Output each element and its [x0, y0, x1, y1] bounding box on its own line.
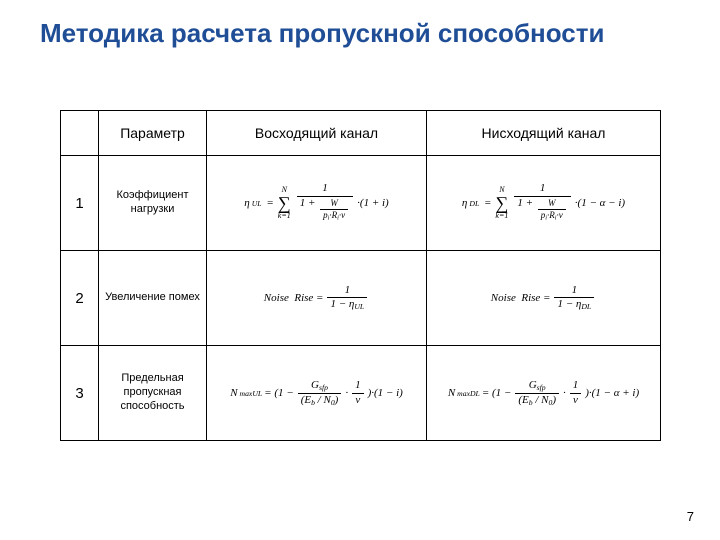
row-param: Коэффициент нагрузки: [99, 156, 207, 251]
downlink-formula: ηDL = N∑k=1 1 1 + Wpi·Ri·v ·(1 − α − i): [427, 156, 661, 251]
table-row: 3 Предельная пропускная способность Nmax…: [61, 346, 661, 441]
row-param: Увеличение помех: [99, 251, 207, 346]
header-uplink: Восходящий канал: [207, 111, 427, 156]
row-number: 1: [61, 156, 99, 251]
page-number: 7: [687, 509, 694, 524]
header-blank: [61, 111, 99, 156]
header-downlink: Нисходящий канал: [427, 111, 661, 156]
row-number: 2: [61, 251, 99, 346]
slide: Методика расчета пропускной способности …: [0, 0, 720, 540]
table: Параметр Восходящий канал Нисходящий кан…: [60, 110, 661, 441]
downlink-formula: Noise Rise = 11 − ηDL: [427, 251, 661, 346]
table-row: 1 Коэффициент нагрузки ηUL = N∑k=1 1 1 +…: [61, 156, 661, 251]
capacity-table: Параметр Восходящий канал Нисходящий кан…: [60, 110, 660, 441]
row-param: Предельная пропускная способность: [99, 346, 207, 441]
table-header-row: Параметр Восходящий канал Нисходящий кан…: [61, 111, 661, 156]
uplink-formula: Noise Rise = 11 − ηUL: [207, 251, 427, 346]
header-parameter: Параметр: [99, 111, 207, 156]
uplink-formula: ηUL = N∑k=1 1 1 + Wpi·Ri·v ·(1 + i): [207, 156, 427, 251]
table-row: 2 Увеличение помех Noise Rise = 11 − ηUL…: [61, 251, 661, 346]
row-number: 3: [61, 346, 99, 441]
slide-title: Методика расчета пропускной способности: [40, 18, 680, 49]
uplink-formula: NmaxUL = (1 − Gsfp(Eb / N0) ·1v)·(1 − i): [207, 346, 427, 441]
downlink-formula: NmaxDL = (1 − Gsfp(Eb / N0) ·1v)·(1 − α …: [427, 346, 661, 441]
